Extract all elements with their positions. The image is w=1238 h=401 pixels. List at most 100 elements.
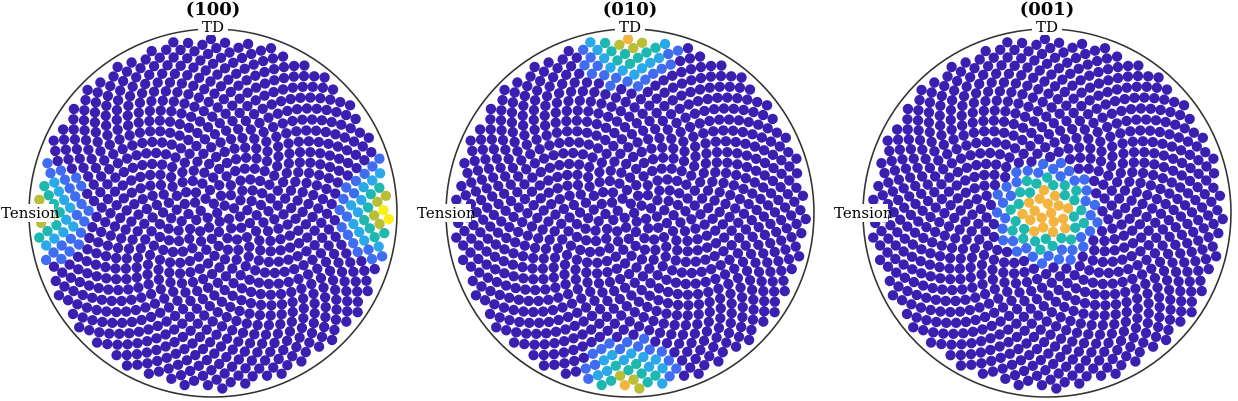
- pole-point: [326, 116, 337, 128]
- pole-point: [1019, 266, 1030, 278]
- pole-point: [672, 245, 683, 256]
- pole-figure-title: (100): [186, 0, 241, 20]
- pole-point: [1185, 162, 1196, 174]
- pole-point: [474, 267, 485, 278]
- pole-point: [604, 338, 615, 349]
- pole-point: [767, 149, 779, 161]
- pole-point: [242, 87, 253, 98]
- pole-point: [989, 169, 1000, 181]
- pole-point: [916, 244, 927, 255]
- pole-point: [1055, 157, 1067, 169]
- pole-point: [513, 294, 525, 306]
- pole-point: [992, 189, 1003, 200]
- pole-point: [1089, 45, 1101, 56]
- pole-point: [175, 60, 186, 72]
- pole-point: [905, 209, 917, 221]
- pole-point: [307, 254, 318, 266]
- pole-point: [276, 368, 287, 380]
- pole-point: [703, 202, 714, 214]
- pole-point: [956, 110, 967, 121]
- pole-point: [331, 106, 342, 118]
- pole-point: [496, 125, 507, 136]
- pole-point: [648, 315, 659, 327]
- pole-point: [1160, 334, 1172, 346]
- pole-point: [245, 124, 256, 135]
- pole-point: [160, 329, 171, 340]
- pole-point: [541, 130, 552, 141]
- pole-point: [600, 134, 611, 146]
- pole-point: [765, 136, 777, 147]
- pole-point: [929, 171, 941, 182]
- pole-point: [120, 263, 132, 274]
- pole-point: [619, 258, 631, 269]
- pole-point: [154, 231, 166, 243]
- pole-point: [767, 276, 778, 287]
- pole-point: [1019, 325, 1030, 336]
- pole-point: [65, 272, 77, 283]
- pole-point: [71, 144, 83, 155]
- pole-point: [348, 266, 359, 278]
- pole-point: [638, 311, 649, 323]
- pole-point: [960, 216, 971, 227]
- pole-point: [582, 277, 593, 288]
- pole-point: [275, 245, 286, 256]
- pole-point: [174, 130, 185, 141]
- pole-point: [101, 273, 112, 284]
- tension-label-bg: [833, 204, 888, 222]
- pole-point: [284, 230, 296, 241]
- pole-point: [140, 54, 151, 65]
- pole-point: [1087, 255, 1099, 266]
- pole-point: [52, 155, 63, 167]
- pole-point: [214, 118, 225, 129]
- pole-point: [936, 240, 948, 251]
- pole-point: [233, 370, 244, 381]
- pole-point: [732, 248, 744, 259]
- pole-point: [564, 190, 575, 202]
- pole-point: [598, 355, 610, 366]
- pole-point: [272, 108, 284, 119]
- pole-point: [924, 259, 936, 270]
- pole-point: [221, 311, 232, 323]
- pole-point: [793, 251, 805, 262]
- pole-point: [102, 90, 114, 102]
- pole-point: [155, 105, 166, 116]
- pole-point: [874, 254, 886, 266]
- pole-point: [356, 255, 367, 267]
- pole-point: [1152, 282, 1163, 293]
- td-label: TD: [202, 18, 224, 36]
- pole-point: [208, 198, 220, 209]
- pole-point: [68, 285, 79, 297]
- pole-point: [897, 154, 908, 165]
- pole-point: [192, 318, 204, 329]
- pole-point: [720, 198, 731, 210]
- pole-point: [284, 148, 295, 159]
- pole-point: [946, 61, 957, 73]
- pole-point: [485, 114, 496, 125]
- pole-point: [237, 185, 248, 196]
- pole-point: [970, 88, 982, 99]
- pole-point: [1018, 233, 1029, 244]
- pole-point: [758, 248, 769, 259]
- pole-point: [1128, 157, 1140, 168]
- pole-point: [206, 142, 217, 153]
- pole-point: [1128, 146, 1140, 158]
- pole-point: [759, 296, 770, 307]
- pole-point: [362, 202, 374, 213]
- pole-point: [348, 218, 359, 230]
- pole-point: [609, 156, 620, 167]
- pole-point: [719, 232, 730, 243]
- pole-point: [572, 126, 583, 137]
- pole-point: [102, 193, 114, 205]
- pole-point: [329, 214, 340, 226]
- pole-point: [656, 63, 667, 74]
- pole-point: [321, 183, 332, 195]
- pole-point: [1036, 380, 1048, 391]
- pole-point: [303, 136, 315, 147]
- pole-point: [940, 295, 951, 307]
- pole-point: [466, 177, 477, 188]
- pole-point: [1093, 267, 1105, 278]
- pole-point: [994, 329, 1005, 340]
- pole-point: [100, 261, 111, 273]
- pole-point: [967, 326, 979, 338]
- tension-label: Tension: [417, 204, 476, 222]
